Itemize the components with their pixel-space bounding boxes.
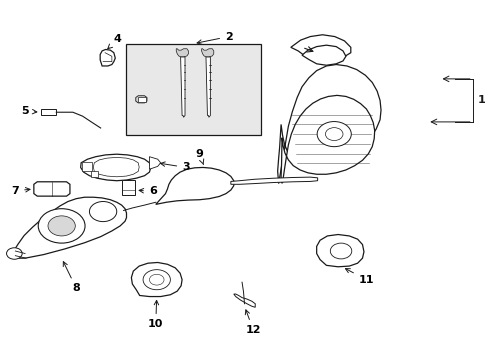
Text: 9: 9 [195, 149, 203, 165]
Text: 11: 11 [345, 269, 373, 285]
Text: 2: 2 [197, 32, 232, 44]
Polygon shape [302, 45, 345, 65]
Text: 10: 10 [148, 300, 163, 329]
Polygon shape [136, 96, 147, 103]
Polygon shape [131, 262, 182, 297]
Circle shape [317, 122, 350, 147]
Polygon shape [14, 197, 126, 258]
Circle shape [48, 216, 75, 236]
Polygon shape [201, 49, 213, 57]
Polygon shape [281, 95, 374, 183]
Polygon shape [93, 157, 139, 177]
Text: 4: 4 [107, 35, 122, 49]
Polygon shape [230, 177, 317, 184]
Text: 5: 5 [21, 106, 37, 116]
Bar [126, 44, 260, 135]
Polygon shape [100, 49, 115, 66]
Text: 7: 7 [11, 186, 30, 196]
Circle shape [149, 274, 163, 285]
Circle shape [325, 128, 342, 140]
Text: 8: 8 [63, 262, 80, 293]
Bar [138, 97, 145, 102]
Polygon shape [233, 294, 255, 307]
Circle shape [38, 209, 85, 243]
Bar [41, 109, 56, 116]
Circle shape [89, 202, 117, 222]
Text: 1: 1 [477, 95, 484, 105]
Circle shape [6, 248, 22, 259]
Polygon shape [316, 234, 363, 267]
Bar [122, 180, 135, 195]
Polygon shape [176, 49, 188, 57]
Polygon shape [290, 35, 350, 62]
Text: 6: 6 [139, 186, 157, 197]
Circle shape [330, 243, 351, 259]
Polygon shape [34, 182, 70, 196]
Polygon shape [149, 157, 160, 169]
Text: 3: 3 [160, 162, 189, 172]
Polygon shape [180, 57, 184, 117]
Polygon shape [205, 57, 210, 117]
Polygon shape [156, 167, 233, 204]
Text: 12: 12 [245, 310, 261, 335]
Polygon shape [277, 64, 380, 184]
Polygon shape [81, 154, 151, 181]
Bar [91, 171, 98, 177]
Circle shape [143, 270, 170, 290]
Bar [82, 162, 92, 171]
